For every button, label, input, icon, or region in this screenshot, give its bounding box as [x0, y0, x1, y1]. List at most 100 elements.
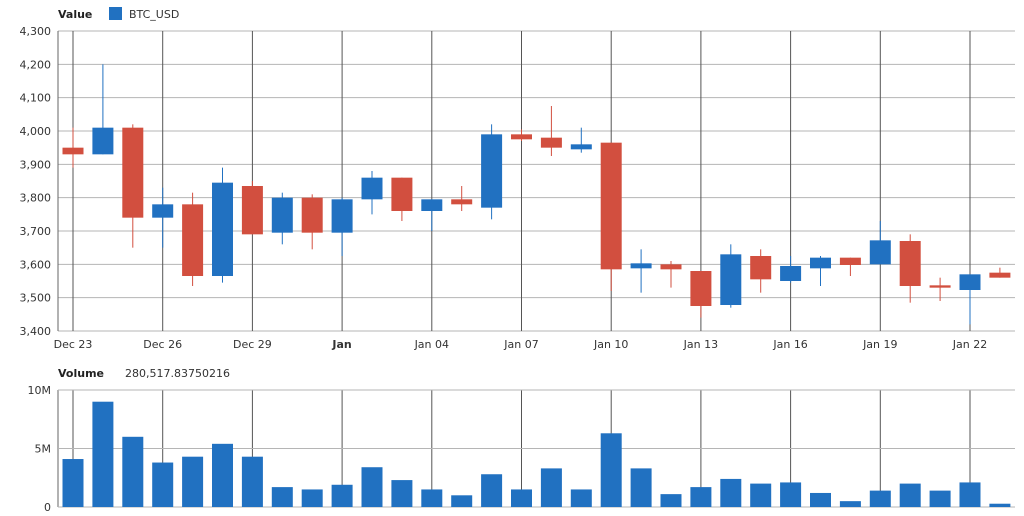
candle-body: [720, 254, 742, 305]
candle: [810, 256, 831, 286]
candle: [361, 171, 383, 215]
price-y-tick-label: 3,400: [20, 325, 52, 338]
x-tick-label: Jan 16: [772, 338, 807, 351]
volume-bar: [750, 483, 772, 507]
candle: [690, 271, 712, 318]
candle-body: [989, 272, 1011, 278]
volume-bar: [511, 489, 532, 507]
x-tick-label: Jan 04: [414, 338, 449, 351]
volume-bar: [780, 482, 802, 507]
volume-bar: [391, 480, 413, 507]
x-tick-label: Dec 23: [54, 338, 93, 351]
volume-bar: [540, 468, 562, 507]
candle: [182, 192, 204, 286]
price-y-tick-label: 3,800: [20, 192, 52, 205]
price-y-axis: 3,400 3,500 3,600 3,700 3,800 3,900 4,000 4,100…: [20, 25, 52, 338]
candle: [869, 221, 891, 265]
volume-y-axis: 0 5M 10M: [28, 384, 52, 514]
volume-bar: [690, 487, 712, 507]
candle: [301, 194, 323, 250]
price-x-axis: Dec 23 Dec 26 Dec 29 Jan Jan 04 Jan 07 Jan 10 J…: [54, 338, 988, 351]
candle-body: [600, 142, 622, 270]
volume-bar: [421, 489, 443, 507]
x-tick-label: Dec 29: [233, 338, 272, 351]
candle-body: [361, 177, 383, 200]
candle: [92, 64, 114, 155]
candle: [600, 142, 622, 291]
candle-body: [959, 274, 981, 290]
candle-body: [92, 127, 114, 155]
candle-body: [241, 186, 263, 235]
volume-bar: [481, 474, 503, 507]
candle: [780, 256, 802, 283]
x-tick-label: Jan 07: [503, 338, 538, 351]
volume-y-tick-label: 5M: [35, 443, 52, 456]
price-y-tick-label: 3,900: [20, 158, 52, 171]
volume-bar: [959, 482, 981, 507]
volume-legend-title: Volume: [58, 367, 104, 380]
candle: [660, 261, 682, 288]
volume-y-tick-label: 0: [44, 501, 51, 514]
volume-bar: [869, 490, 891, 507]
volume-panel: Volume 280,517.83750216 0 5M 10M: [28, 367, 1015, 514]
candle-body: [690, 271, 712, 306]
candle-body: [421, 199, 443, 211]
candle-body: [630, 263, 652, 269]
candles: [62, 64, 1011, 325]
price-y-tick-label: 4,100: [20, 92, 52, 105]
candle-body: [929, 285, 951, 288]
candle-body: [331, 199, 353, 233]
candle-body: [451, 199, 473, 205]
candle: [989, 267, 1011, 278]
candle-body: [182, 204, 204, 276]
btc-usd-legend-label: BTC_USD: [129, 8, 179, 21]
volume-bar: [839, 501, 861, 507]
price-y-tick-label: 3,600: [20, 258, 52, 271]
candle-body: [810, 257, 831, 269]
volume-y-tick-label: 10M: [28, 384, 52, 397]
candle: [241, 181, 263, 235]
candle: [152, 187, 174, 248]
candle: [540, 106, 562, 156]
volume-bar: [810, 492, 831, 507]
volume-bar: [152, 462, 174, 507]
candle: [421, 199, 443, 231]
candle-body: [481, 134, 503, 208]
candle: [511, 129, 532, 141]
volume-bar: [929, 490, 951, 507]
volume-legend-value: 280,517.83750216: [125, 367, 230, 380]
candle: [839, 257, 861, 276]
candle: [391, 177, 413, 221]
volume-bar: [660, 494, 682, 507]
candle-body: [869, 240, 891, 265]
candle-body: [122, 127, 144, 218]
x-tick-label: Dec 26: [143, 338, 182, 351]
x-tick-label: Jan 10: [593, 338, 628, 351]
candle: [331, 197, 353, 256]
candle: [959, 274, 981, 325]
candle-body: [660, 264, 682, 270]
volume-bar: [122, 436, 144, 507]
candle-body: [570, 144, 592, 150]
volume-bar: [630, 468, 652, 507]
candle: [899, 234, 921, 303]
candle-body: [301, 197, 323, 233]
volume-bar: [361, 467, 383, 507]
volume-bar: [331, 484, 353, 507]
price-legend: Value BTC_USD: [58, 7, 179, 21]
x-tick-label: Jan 13: [683, 338, 718, 351]
price-y-tick-label: 3,500: [20, 292, 52, 305]
price-panel: 3,400 3,500 3,600 3,700 3,800 3,900 4,000 4,100…: [20, 25, 1015, 351]
candle: [630, 249, 652, 293]
volume-bar: [600, 433, 622, 507]
candle: [212, 167, 233, 283]
candle-body: [780, 266, 802, 281]
candle-body: [750, 256, 772, 280]
x-tick-label: Jan 22: [952, 338, 987, 351]
volume-bar: [62, 459, 84, 507]
volume-bar: [720, 478, 742, 507]
candle-body: [152, 204, 174, 218]
candle-body: [62, 147, 84, 155]
candle-body: [391, 177, 413, 211]
